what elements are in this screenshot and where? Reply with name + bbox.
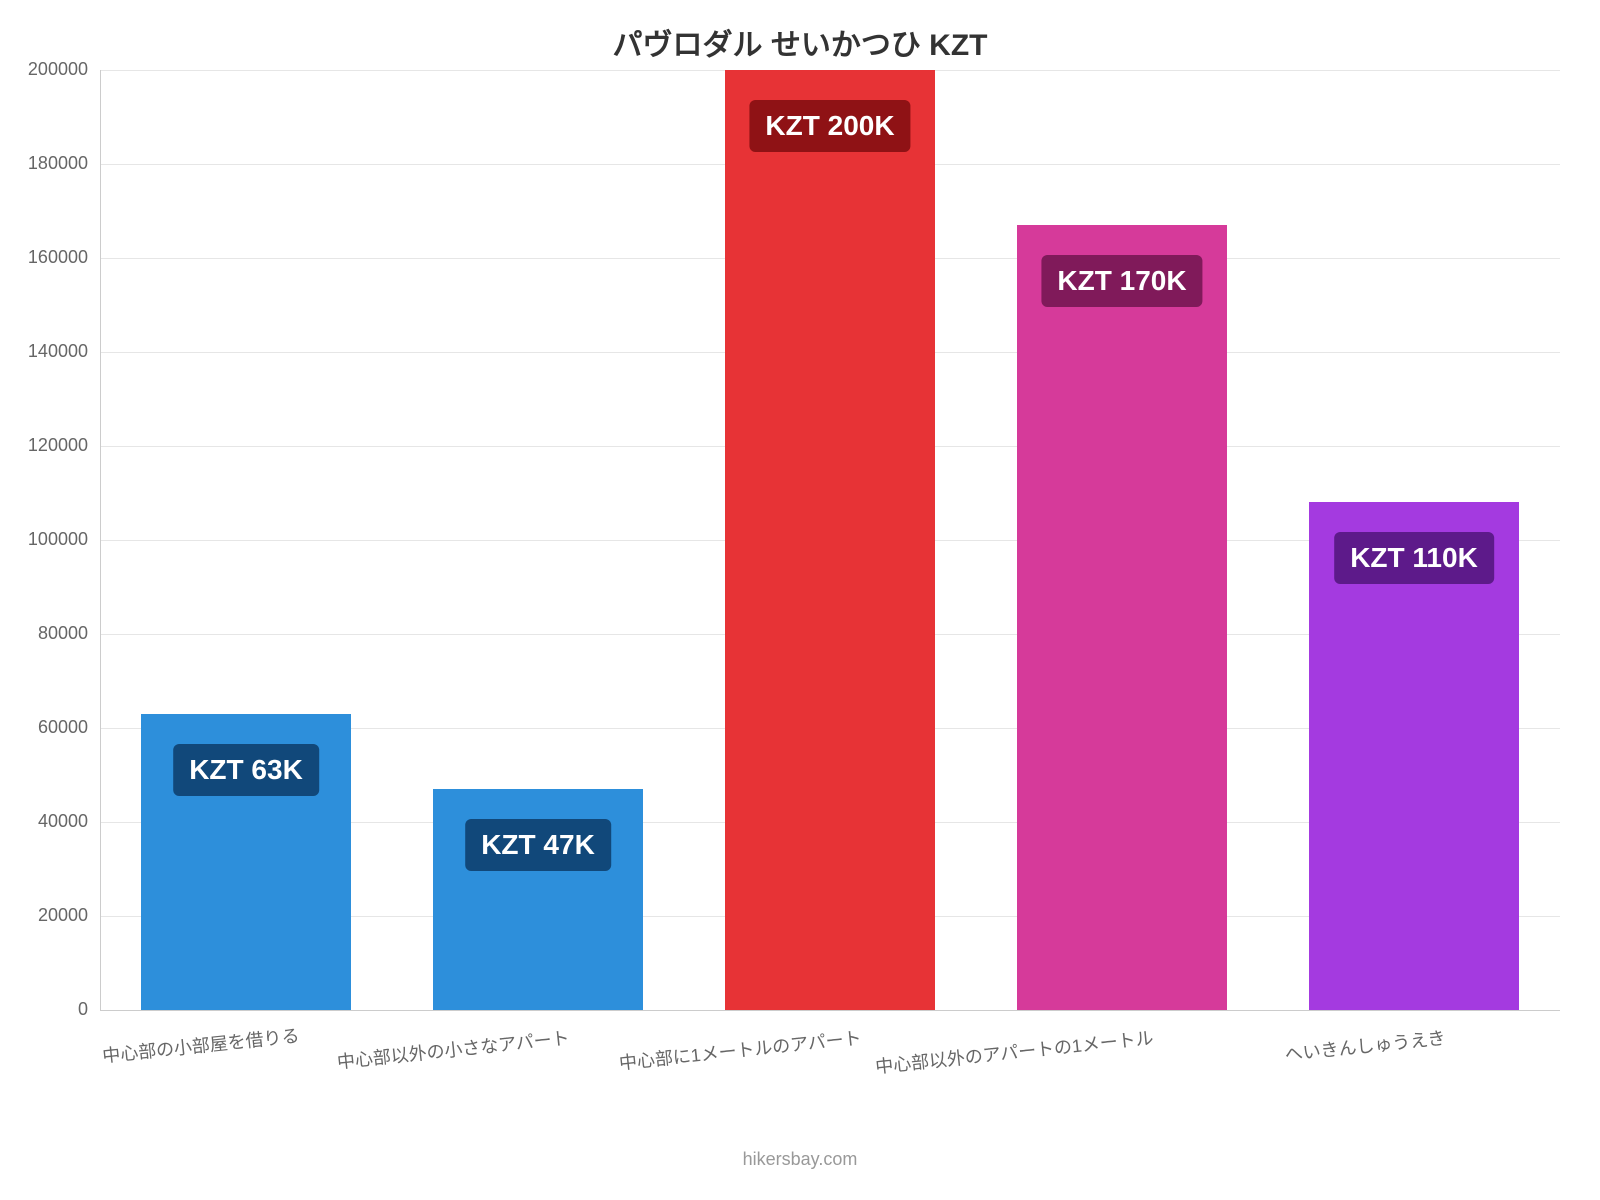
bar-value-label: KZT 110K xyxy=(1334,532,1494,584)
y-tick-label: 100000 xyxy=(0,529,88,550)
y-tick-label: 40000 xyxy=(0,811,88,832)
y-tick-label: 60000 xyxy=(0,717,88,738)
y-tick-label: 80000 xyxy=(0,623,88,644)
x-axis-line xyxy=(100,1010,1560,1011)
y-tick-label: 0 xyxy=(0,999,88,1020)
y-tick-label: 160000 xyxy=(0,247,88,268)
bar xyxy=(1017,225,1227,1010)
y-tick-label: 140000 xyxy=(0,341,88,362)
bar xyxy=(725,70,935,1010)
bar-value-label: KZT 47K xyxy=(465,819,611,871)
y-axis-line xyxy=(100,70,101,1010)
bar-value-label: KZT 200K xyxy=(749,100,910,152)
y-tick-label: 200000 xyxy=(0,59,88,80)
chart-container: パヴロダル せいかつひ KZT 020000400006000080000100… xyxy=(0,0,1600,1200)
chart-title: パヴロダル せいかつひ KZT xyxy=(0,20,1600,64)
bar-value-label: KZT 170K xyxy=(1041,255,1202,307)
y-tick-label: 20000 xyxy=(0,905,88,926)
attribution-text: hikersbay.com xyxy=(0,1149,1600,1170)
plot-area: 0200004000060000800001000001200001400001… xyxy=(100,70,1560,1010)
y-tick-label: 180000 xyxy=(0,153,88,174)
bar-value-label: KZT 63K xyxy=(173,744,319,796)
y-tick-label: 120000 xyxy=(0,435,88,456)
